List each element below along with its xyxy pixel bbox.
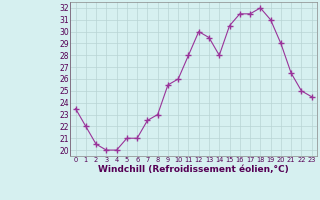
X-axis label: Windchill (Refroidissement éolien,°C): Windchill (Refroidissement éolien,°C) [98,165,289,174]
